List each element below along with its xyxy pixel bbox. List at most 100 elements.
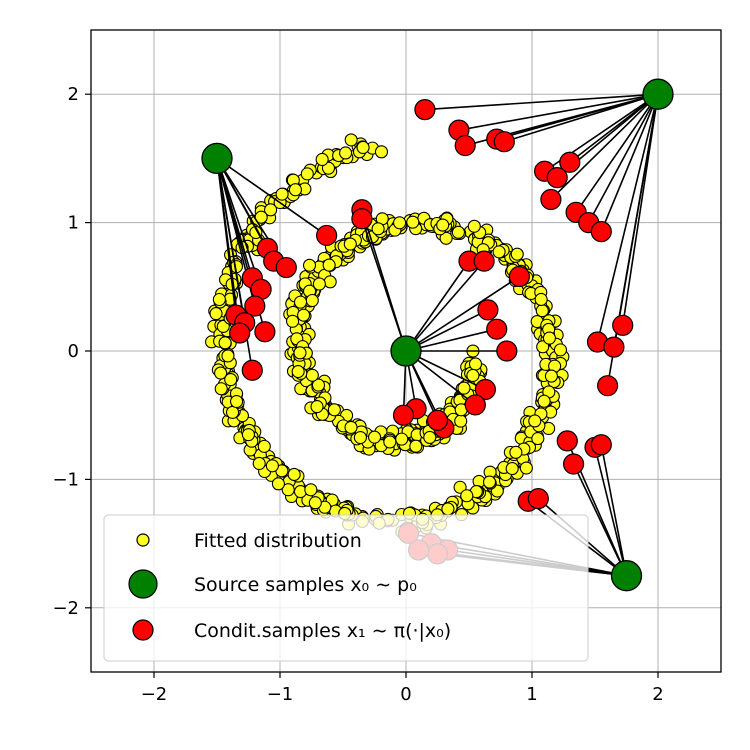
- coupling-line-13: [361, 218, 407, 352]
- legend: Fitted distribution Source samples x₀ ∼ …: [103, 514, 589, 662]
- fitted-point-828: [214, 366, 228, 380]
- fitted-point-869: [353, 430, 367, 445]
- fitted-point-873: [308, 496, 322, 510]
- fitted-point-842: [492, 245, 506, 259]
- x-tick-label-1: −1: [267, 684, 294, 705]
- conditional-point-23: [254, 321, 276, 343]
- coupling-line-2: [405, 275, 520, 352]
- fitted-point-870: [322, 258, 336, 272]
- fitted-point-815: [531, 432, 545, 446]
- source-point-3: [610, 560, 643, 592]
- fitted-point-856: [454, 414, 468, 428]
- fitted-point-837: [312, 277, 326, 291]
- fitted-point-795: [212, 292, 226, 307]
- axis-ticks: −2 −1 0 1 2 2 1 0 −1 −2: [52, 84, 663, 705]
- x-tick-label-3: 1: [526, 684, 537, 705]
- fitted-point-820: [288, 183, 302, 197]
- fitted-point-459: [300, 167, 314, 181]
- fitted-point-812: [311, 378, 326, 392]
- coupling-line-30: [504, 93, 659, 143]
- source-point-2: [642, 78, 674, 110]
- conditional-point-41: [596, 375, 619, 397]
- conditional-point-22: [229, 322, 251, 344]
- conditional-point-37: [590, 220, 612, 243]
- fitted-point-782: [275, 187, 289, 201]
- fitted-point-831: [395, 432, 409, 446]
- fitted-point-852: [371, 222, 385, 236]
- fitted-point-894: [423, 430, 437, 444]
- conditional-point-34: [559, 151, 581, 173]
- fitted-point-823: [553, 343, 568, 357]
- conditional-point-38: [612, 314, 634, 336]
- fitted-point-653: [214, 382, 228, 396]
- coupling-line-27: [458, 93, 659, 131]
- fitted-point-890: [291, 364, 305, 379]
- fitted-point-878: [460, 489, 474, 503]
- fitted-point-714: [224, 373, 238, 387]
- conditional-point-32: [546, 167, 568, 189]
- x-tick-label-4: 2: [652, 684, 663, 705]
- fitted-point-860: [509, 445, 523, 459]
- fitted-point-898: [544, 369, 558, 383]
- fitted-point-832: [344, 420, 358, 434]
- fitted-point-847: [265, 459, 279, 473]
- legend-box: [103, 514, 589, 662]
- fitted-point-834: [323, 275, 337, 289]
- fitted-point-880: [406, 215, 420, 229]
- grid-lines: [91, 30, 721, 672]
- fitted-point-833: [468, 357, 483, 371]
- conditional-point-45: [590, 434, 612, 456]
- conditional-point-30: [493, 131, 515, 153]
- conditional-point-28: [454, 134, 476, 157]
- fitted-point-661: [315, 152, 329, 167]
- legend-label-fitted: Fitted distribution: [194, 530, 362, 552]
- coupling-line-36: [587, 93, 659, 223]
- conditional-point-42: [556, 430, 578, 452]
- fitted-point-835: [466, 368, 480, 383]
- fitted-point-711: [327, 403, 341, 417]
- conditional-point-3: [477, 299, 499, 321]
- fitted-point-655: [257, 439, 271, 453]
- fitted-point-681: [209, 307, 223, 321]
- fitted-point-572: [374, 145, 389, 159]
- coupling-line-33: [550, 93, 659, 201]
- fitted-point-800: [286, 314, 300, 328]
- fitted-point-516: [519, 461, 533, 475]
- conditional-point-25: [316, 224, 338, 247]
- fitted-point-646: [321, 161, 336, 175]
- fitted-point-827: [302, 258, 317, 272]
- source-point-1: [201, 142, 233, 175]
- coupling-line-37: [600, 93, 659, 232]
- fitted-point-881: [457, 381, 471, 395]
- coupling-line-22: [216, 158, 241, 334]
- fitted-point-887: [383, 435, 397, 449]
- fitted-point-677: [281, 483, 295, 497]
- fitted-point-836: [393, 216, 407, 230]
- fitted-point-848: [441, 502, 455, 516]
- y-tick-label-0: 2: [68, 84, 79, 105]
- fitted-point-854: [226, 405, 240, 419]
- y-tick-label-1: 1: [68, 213, 79, 234]
- conditional-point-16: [275, 256, 297, 279]
- legend-label-conditional: Condit.samples x₁ ∼ π(·|x₀): [194, 620, 451, 642]
- conditional-point-19: [244, 295, 266, 317]
- fitted-point-882: [510, 247, 524, 261]
- fitted-point-723: [535, 304, 549, 318]
- conditional-point-7: [464, 394, 486, 416]
- fitted-point-738: [297, 308, 311, 322]
- fitted-point-825: [367, 430, 382, 444]
- legend-marker-fitted: [136, 533, 150, 547]
- conditional-point-4: [486, 318, 508, 340]
- fitted-point-633: [344, 133, 358, 147]
- fitted-point-636: [216, 319, 230, 333]
- conditional-point-24: [241, 359, 263, 381]
- coupling-line-44: [594, 447, 628, 576]
- fitted-point-649: [264, 203, 278, 217]
- fitted-point-779: [409, 439, 423, 453]
- fitted-point-886: [293, 295, 308, 309]
- conditional-point-26: [414, 99, 436, 121]
- x-tick-label-0: −2: [141, 684, 168, 705]
- fitted-point-807: [467, 219, 481, 233]
- fitted-point-841: [241, 428, 255, 442]
